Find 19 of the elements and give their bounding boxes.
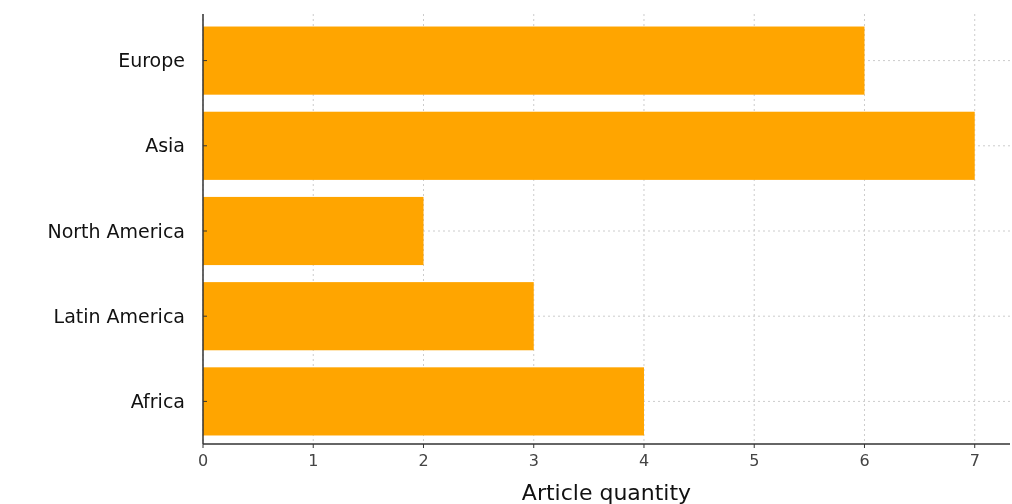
y-tick-label: Europe [118,49,185,72]
bar [203,111,975,180]
x-tick-label: 0 [197,451,209,470]
y-tick-label: Asia [145,134,185,157]
x-tick-label: 4 [638,451,650,470]
x-tick-label: 3 [528,451,539,470]
x-tick-label: 7 [969,451,980,470]
bar [203,26,865,95]
bar [203,196,424,266]
x-tick-label: 6 [859,451,870,470]
x-axis-title: Article quantity [521,480,692,504]
x-tick-label: 5 [749,451,760,470]
bar [203,367,644,436]
bar [203,282,534,351]
x-tick-label: 1 [308,451,319,470]
y-tick-label: Latin America [53,304,185,327]
y-tick-label: North America [47,219,185,242]
x-tick-label: 2 [418,451,429,470]
y-tick-label: Africa [130,390,185,413]
